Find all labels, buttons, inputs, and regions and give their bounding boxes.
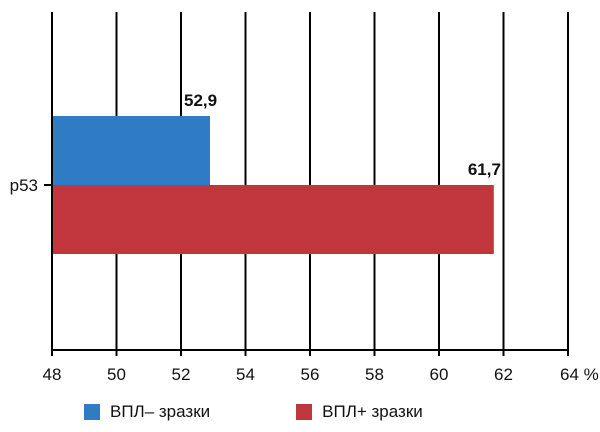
legend-item-vpl-positive: ВПЛ+ зразки — [296, 402, 423, 422]
bar-chart: 48 50 52 54 56 58 60 62 64 % p53 52,9 61,7 — [10, 12, 599, 384]
x-tick-label-56: 56 — [301, 365, 320, 384]
axes — [44, 12, 569, 356]
x-tick-label-58: 58 — [365, 365, 384, 384]
legend-label-vpl-positive: ВПЛ+ зразки — [322, 402, 423, 421]
x-tick-label-64: 64 % — [560, 365, 599, 384]
gridlines — [115, 12, 569, 350]
legend-label-vpl-negative: ВПЛ– зразки — [110, 402, 211, 421]
data-label-vpl-positive: 61,7 — [468, 160, 501, 179]
x-tick-label-60: 60 — [430, 365, 449, 384]
x-tick-label-54: 54 — [236, 365, 255, 384]
x-tick-label-48: 48 — [43, 365, 62, 384]
legend-swatch-blue — [84, 404, 100, 420]
x-tick-label-62: 62 — [494, 365, 513, 384]
legend-item-vpl-negative: ВПЛ– зразки — [84, 402, 210, 422]
x-tick-label-52: 52 — [172, 365, 191, 384]
bars — [52, 116, 494, 254]
legend-swatch-red — [296, 404, 313, 420]
data-label-vpl-negative: 52,9 — [184, 91, 217, 110]
x-tick-labels: 48 50 52 54 56 58 60 62 64 % — [43, 365, 599, 384]
bar-vpl-positive — [52, 185, 494, 254]
x-tick-label-50: 50 — [107, 365, 126, 384]
bar-vpl-negative — [52, 116, 211, 185]
category-label-p53: p53 — [10, 176, 38, 195]
legend: ВПЛ– зразки ВПЛ+ зразки — [84, 402, 423, 422]
